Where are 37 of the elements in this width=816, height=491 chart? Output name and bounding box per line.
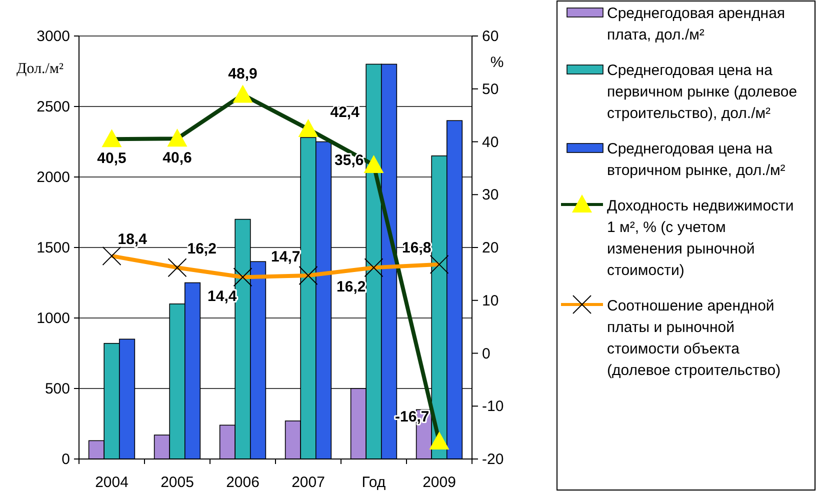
y2-tick-label: -10 (482, 398, 504, 416)
data-label: 40,6 (162, 150, 192, 167)
legend-label: Соотношение арендной платы и рыночной стоимости объекта (долевое строительство) (607, 298, 781, 379)
y-tick-label: 1000 (36, 310, 70, 327)
y2-tick-label: 30 (482, 186, 499, 204)
x-tick-label: 2006 (226, 474, 260, 491)
data-label: 35,6 (334, 152, 364, 170)
y2-tick-label: 10 (482, 292, 499, 310)
data-label: 18,4 (118, 230, 148, 248)
y2-tick-label: 20 (482, 240, 499, 256)
y-tick-label: 3000 (36, 28, 70, 45)
y-tick-label: 2500 (36, 98, 70, 116)
data-label: 14,7 (271, 248, 300, 266)
y-tick-label: 1500 (36, 240, 70, 256)
y-tick-label: 500 (44, 380, 70, 398)
y-axis-title: Дол./м² (16, 61, 64, 77)
x-tick-label: 2005 (160, 474, 194, 491)
y2-tick-label: 40 (482, 134, 499, 151)
data-label: 48,9 (228, 66, 258, 83)
y-tick-label: 2000 (36, 169, 70, 186)
y2-tick-label: 0 (482, 345, 490, 362)
y2-tick-label: -20 (482, 451, 504, 468)
legend-label: Доходность недвижимости 1 м², % (с учетом изменения рыночной стоимости) (607, 198, 794, 279)
x-tick-label: Год (362, 474, 386, 491)
legend-label: Среднегодовая цена на первичном рынке (долевое строительство), дол./м² (607, 62, 798, 122)
data-label: 40,5 (97, 150, 126, 168)
legend-label: Среднегодовая цена на вторичном рынке, дол./м² (607, 140, 786, 179)
y2-axis-title: % (490, 54, 504, 71)
y-tick-label: 0 (62, 451, 70, 468)
x-tick-label: 2009 (422, 474, 456, 491)
legend-label: Среднегодовая арендная плата, дол./м² (607, 5, 786, 44)
data-label: 42,4 (330, 104, 360, 122)
x-tick-label: 2004 (95, 474, 128, 491)
data-label: 16,2 (336, 278, 366, 296)
x-tick-label: 2007 (292, 474, 325, 491)
y2-tick-label: 50 (482, 80, 499, 98)
y2-tick-label: 60 (482, 28, 499, 45)
